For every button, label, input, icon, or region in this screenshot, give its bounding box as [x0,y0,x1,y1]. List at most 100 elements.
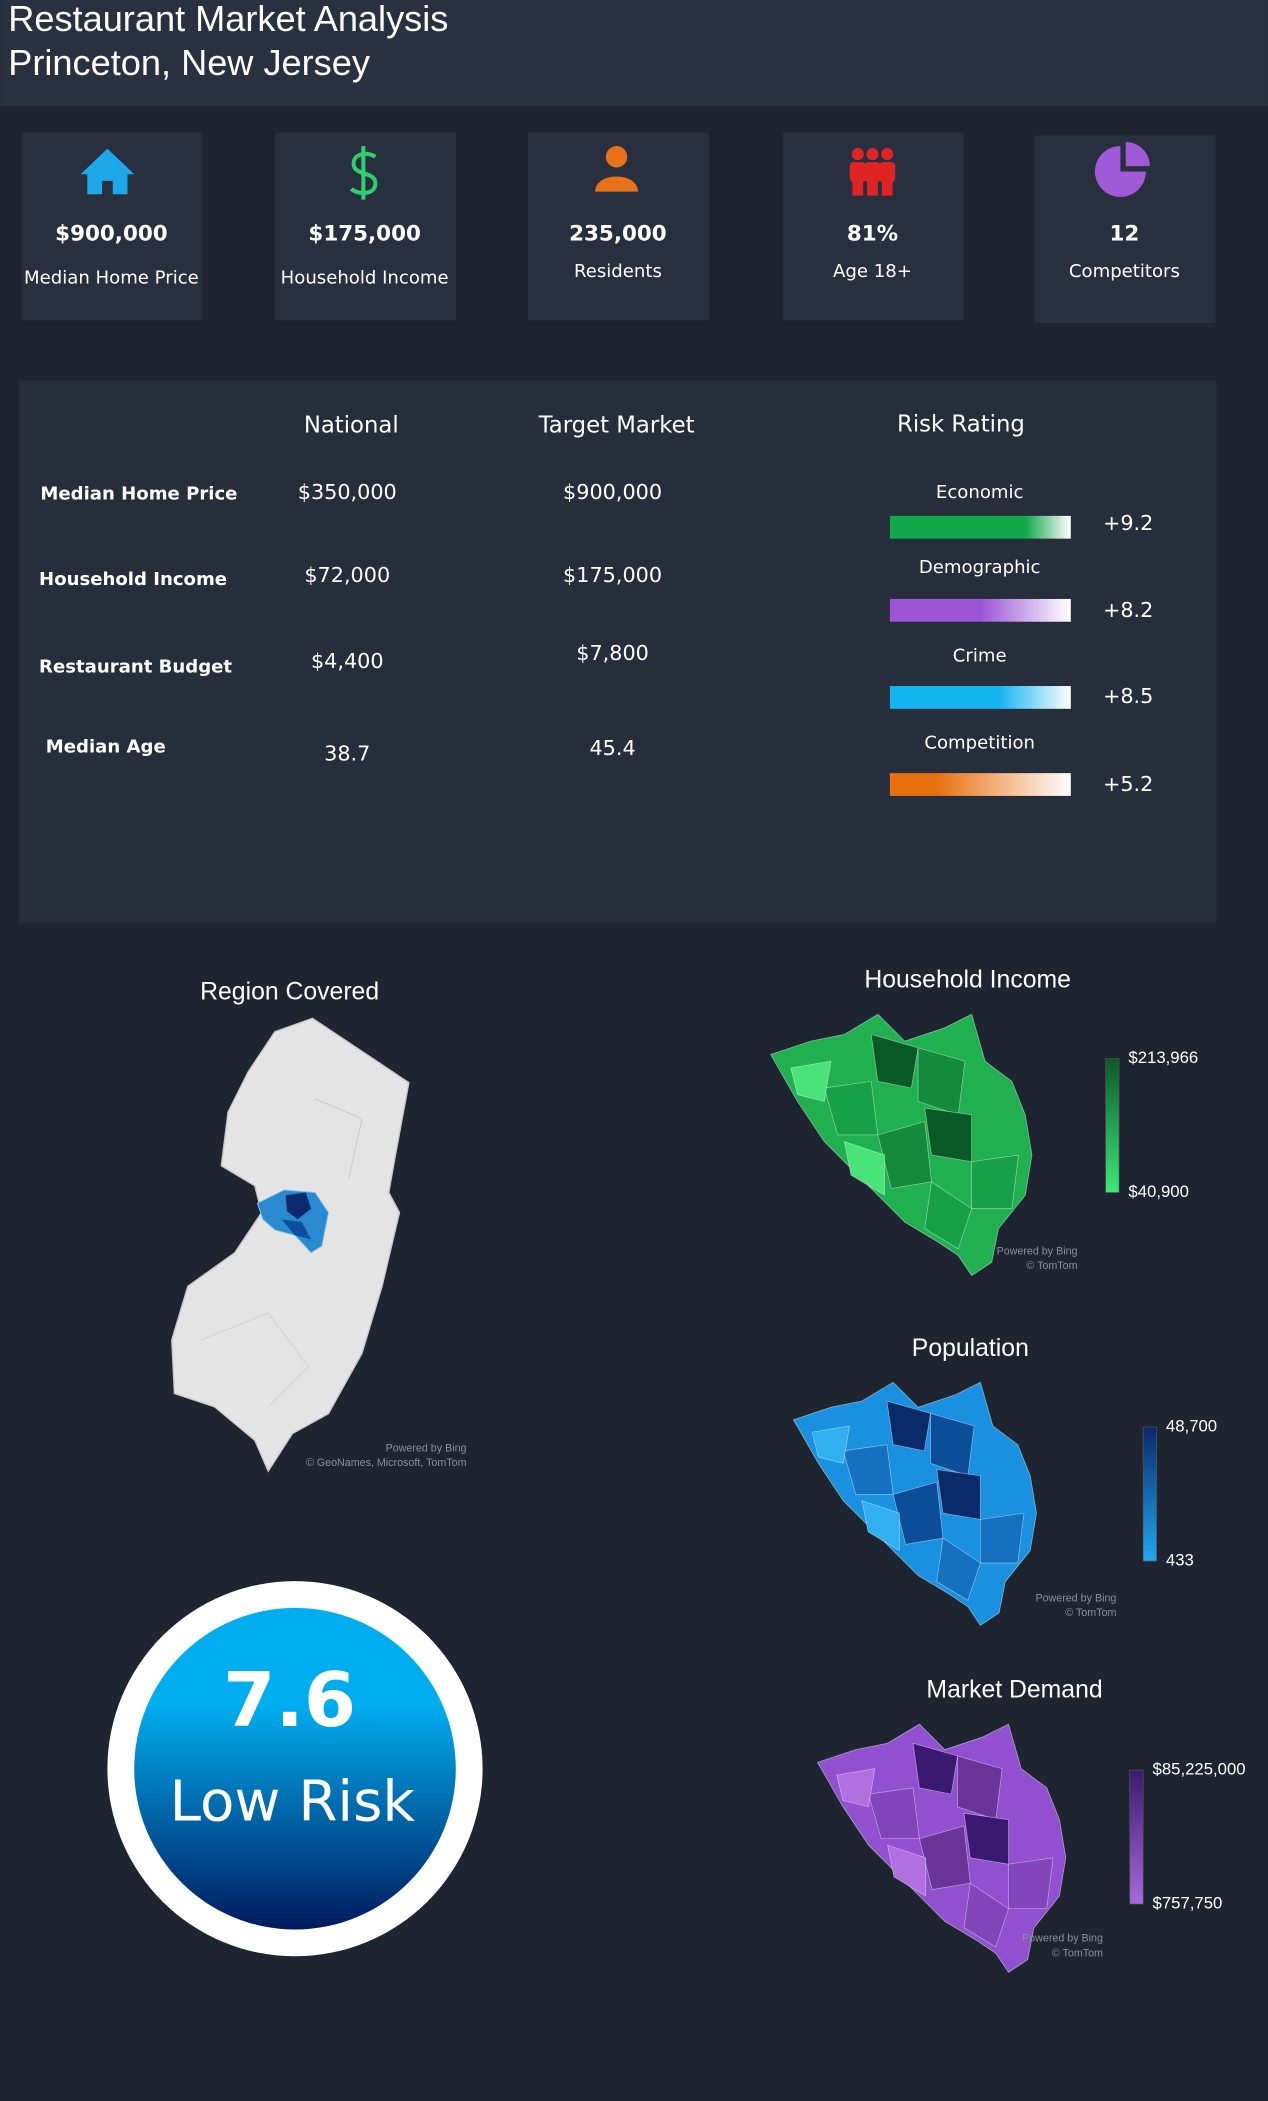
target-value: $175,000 [563,563,662,587]
target-value: 45.4 [589,736,635,760]
map-title: Region Covered [200,978,379,1005]
target-value: $7,800 [576,641,649,665]
icon-people [849,148,896,196]
kpi-value: 235,000 [569,221,667,246]
legend-scale [1129,1769,1144,1905]
county-region [980,1512,1025,1564]
national-value: $4,400 [311,649,384,673]
county-region [924,1181,973,1250]
row-label: Restaurant Budget [39,656,232,677]
risk-value: +8.5 [1103,684,1153,708]
row-label: Household Income [39,569,227,590]
kpi-label: Competitors [1069,261,1180,282]
nj-map [171,1017,410,1473]
county-region [861,1500,900,1552]
county-region [963,1812,1009,1865]
maps: Region Covered Household Income Population… [171,966,1246,1973]
kpi-value: 81% [847,221,898,246]
icon-dollar [349,146,378,200]
county-region [963,1882,1009,1948]
map-title: Household Income [864,966,1071,993]
county-region [936,1469,981,1520]
comparison-table: National Target Market Median Home Price $3… [39,413,695,766]
risk-label: Competition [924,733,1035,754]
risk-bar [889,515,1071,539]
map-attribution: © TomTom [1026,1260,1077,1272]
risk-value: +8.2 [1103,598,1153,622]
kpi-label: Residents [574,261,662,282]
risk-title: Risk Rating [897,411,1025,437]
county-region [790,1060,832,1102]
map-attribution: Powered by Bing [1035,1592,1116,1604]
legend-min: $757,750 [1153,1893,1223,1912]
risk-label: Economic [936,482,1024,503]
county-region [971,1154,1019,1209]
score-value: 7.6 [223,1656,356,1744]
map-attribution: Powered by Bing [997,1245,1078,1257]
row-label: Median Home Price [40,483,237,504]
map-attribution: Powered by Bing [386,1442,467,1454]
icon-person [595,146,639,192]
risk-label: Demographic [919,557,1041,578]
county-region [912,1742,958,1795]
legend-min: $40,900 [1128,1182,1189,1201]
risk-value: +9.2 [1103,511,1153,535]
icon-home [80,148,135,195]
kpi-value: $900,000 [55,221,167,246]
nj-border [314,1098,363,1180]
row-label: Median Age [46,737,166,758]
legend-min: 433 [1166,1550,1194,1569]
legend-scale [1105,1058,1120,1193]
kpi-value: 12 [1110,221,1140,246]
national-value: 38.7 [324,741,370,765]
nj-border [200,1312,310,1408]
map-attribution: © GeoNames, Microsoft, TomTom [306,1457,467,1469]
county-region [887,1844,927,1897]
county-region [924,1107,972,1163]
legend-max: $213,966 [1128,1048,1198,1067]
column-header: National [304,413,399,439]
kpi-label: Household Income [281,268,449,289]
risk-label: Crime [953,646,1007,667]
county-region [886,1400,931,1452]
icon-pie [1094,142,1150,197]
risk-value: +5.2 [1103,772,1153,796]
risk-rating: Risk Rating Economic +9.2 Demographic +8.2 Cr… [889,411,1153,796]
target-value: $900,000 [563,480,662,504]
gauge-face [134,1607,456,1930]
subtitle: Princeton, New Jersey [8,42,370,83]
kpi-value: $175,000 [308,221,420,246]
map-attribution: Powered by Bing [1022,1933,1103,1945]
county-region [843,1141,885,1196]
legend-max: 48,700 [1166,1416,1217,1435]
county-region [870,1033,919,1089]
title: Restaurant Market Analysis [8,0,448,39]
county-region [811,1425,850,1464]
risk-bar [889,598,1071,622]
kpi-card [1034,135,1216,323]
risk-bar [889,773,1071,796]
map-attribution: © TomTom [1065,1607,1116,1619]
national-value: $350,000 [298,480,397,504]
map-title: Population [912,1335,1029,1362]
kpi-label: Median Home Price [24,268,199,289]
map-attribution: © TomTom [1052,1947,1103,1959]
score-label: Low Risk [170,1770,416,1835]
legend-max: $85,225,000 [1153,1759,1246,1778]
county-region [1008,1857,1054,1910]
risk-bar [889,686,1071,709]
county-region [836,1768,876,1808]
county-region [936,1537,981,1601]
comparison-panel [18,380,1217,924]
score-gauge: 7.6 Low Risk [107,1581,483,1957]
legend-scale [1142,1426,1157,1562]
region-mid [281,1219,312,1240]
region-core [285,1192,312,1220]
map-title: Market Demand [926,1677,1102,1704]
column-header: Target Market [538,413,695,439]
header-band [0,0,1268,106]
national-value: $72,000 [304,563,390,587]
kpi-label: Age 18+ [833,261,912,282]
